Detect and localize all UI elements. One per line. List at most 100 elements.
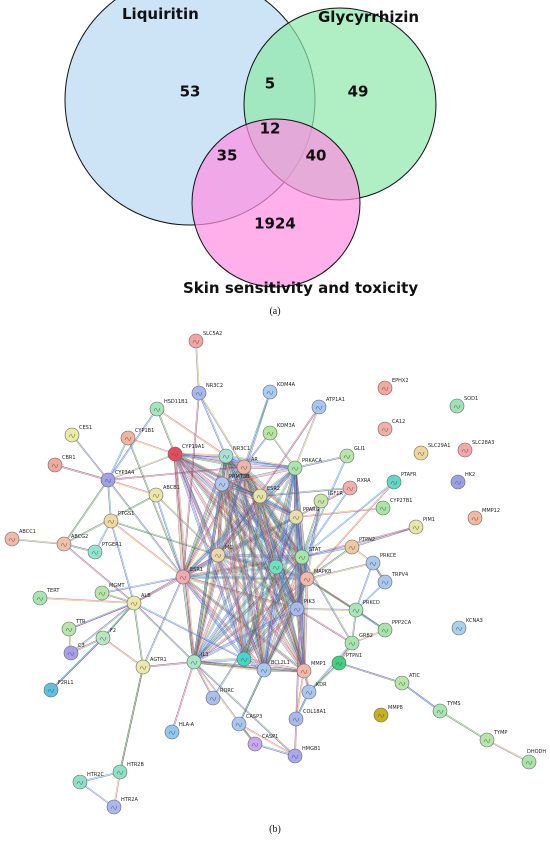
- node-circle: [331, 655, 347, 671]
- network-edge: [296, 609, 356, 611]
- node-structure-icon: [436, 709, 444, 714]
- node-structure-icon: [104, 478, 112, 483]
- node-circle: [450, 474, 466, 490]
- node-label: NR3C2: [206, 383, 223, 389]
- network-node: CYP3A4: [100, 470, 134, 488]
- network-edge: [174, 453, 227, 457]
- node-circle: [294, 549, 310, 565]
- node-circle: [386, 474, 402, 490]
- node-label: ESR2: [267, 486, 280, 492]
- network-edge: [217, 406, 319, 555]
- network-edge: [239, 723, 296, 756]
- network-edge: [174, 453, 298, 610]
- node-structure-icon: [171, 452, 179, 457]
- network-node: HTR2B: [112, 762, 144, 780]
- node-circle: [135, 659, 151, 675]
- network-edge: [175, 453, 185, 577]
- venn-count-glycyrrhizin-skin: 40: [306, 147, 327, 165]
- network-node: CASP1: [247, 734, 278, 752]
- node-circle: [375, 500, 391, 516]
- network-node: GLI1: [339, 446, 365, 464]
- network-edge: [296, 508, 384, 518]
- network-edge: [156, 494, 184, 577]
- network-edge: [193, 662, 264, 672]
- network-node: PTGS1: [103, 511, 134, 529]
- network-edge: [183, 576, 196, 662]
- node-label: HTR2C: [87, 772, 104, 778]
- network-edge: [108, 438, 129, 481]
- network-edge: [174, 454, 307, 581]
- network-edge: [173, 454, 244, 660]
- network-edge: [110, 521, 134, 604]
- network-edge: [174, 453, 296, 469]
- node-structure-icon: [369, 561, 377, 566]
- node-structure-icon: [343, 454, 351, 459]
- network-node: MC: [210, 545, 233, 563]
- node-structure-icon: [116, 770, 124, 775]
- venn-circle-skin: [191, 118, 361, 288]
- node-circle: [43, 682, 59, 698]
- node-label: ATIC: [409, 673, 421, 679]
- node-label: MMP8: [388, 705, 403, 711]
- network-edge: [440, 710, 488, 740]
- network-edge: [297, 608, 310, 692]
- network-edge: [296, 609, 352, 644]
- node-label: EPHX2: [392, 378, 409, 384]
- network-edge: [356, 563, 374, 611]
- network-node: CYP1B1: [120, 428, 154, 446]
- network-edge: [173, 454, 194, 663]
- network-edge: [226, 455, 246, 659]
- node-circle: [301, 684, 317, 700]
- network-edge: [70, 602, 134, 653]
- node-structure-icon: [36, 596, 44, 601]
- node-structure-icon: [222, 454, 230, 459]
- node-circle: [268, 559, 284, 575]
- venn-label-liquiritin: Liquiritin: [122, 5, 199, 23]
- node-structure-icon: [483, 738, 491, 743]
- network-edge: [218, 456, 228, 556]
- network-edge: [110, 521, 183, 578]
- node-label: PRKCE: [380, 553, 396, 559]
- network-edge: [50, 637, 103, 690]
- network-node: HTR2C: [72, 772, 104, 790]
- node-label: TTR: [75, 619, 86, 625]
- network-edge: [183, 468, 296, 579]
- node-structure-icon: [179, 575, 187, 580]
- venn-label-skin: Skin sensitivity and toxicity: [183, 279, 418, 297]
- node-structure-icon: [317, 499, 325, 504]
- network-edge: [260, 468, 296, 498]
- node-label: ABCB1: [163, 485, 180, 491]
- node-circle: [103, 513, 119, 529]
- network-node: PTPN2: [344, 537, 375, 555]
- network-edge: [155, 495, 183, 578]
- network-edge: [222, 483, 306, 671]
- network-edge: [172, 662, 195, 733]
- node-label: HTR2A: [121, 797, 138, 803]
- node-structure-icon: [130, 601, 138, 606]
- network-edge: [174, 453, 223, 485]
- node-structure-icon: [190, 660, 198, 665]
- network-node: MMP8: [373, 705, 403, 723]
- node-structure-icon: [209, 696, 217, 701]
- network-edge: [134, 602, 195, 662]
- network-node: KDM4A: [262, 382, 296, 400]
- node-label: F2RL1: [58, 680, 74, 686]
- network-edge: [276, 468, 297, 568]
- node-circle: [252, 488, 268, 504]
- network-edge: [173, 454, 297, 610]
- node-structure-icon: [260, 668, 268, 673]
- node-label: PRKCD: [363, 600, 380, 606]
- node-label: PIM1: [423, 517, 435, 523]
- network-edge: [221, 466, 295, 484]
- network-edge: [351, 526, 416, 547]
- node-label: CYP1B1: [135, 428, 154, 434]
- network-edge: [486, 740, 529, 763]
- node-label: HTR2B: [127, 762, 144, 768]
- node-label: PRKACA: [302, 458, 323, 464]
- network-node: F2: [95, 628, 116, 646]
- network-edge: [174, 453, 308, 580]
- node-circle: [175, 569, 191, 585]
- node-label: ABCG2: [71, 534, 88, 540]
- network-edge: [263, 566, 277, 671]
- network-edge: [193, 495, 261, 663]
